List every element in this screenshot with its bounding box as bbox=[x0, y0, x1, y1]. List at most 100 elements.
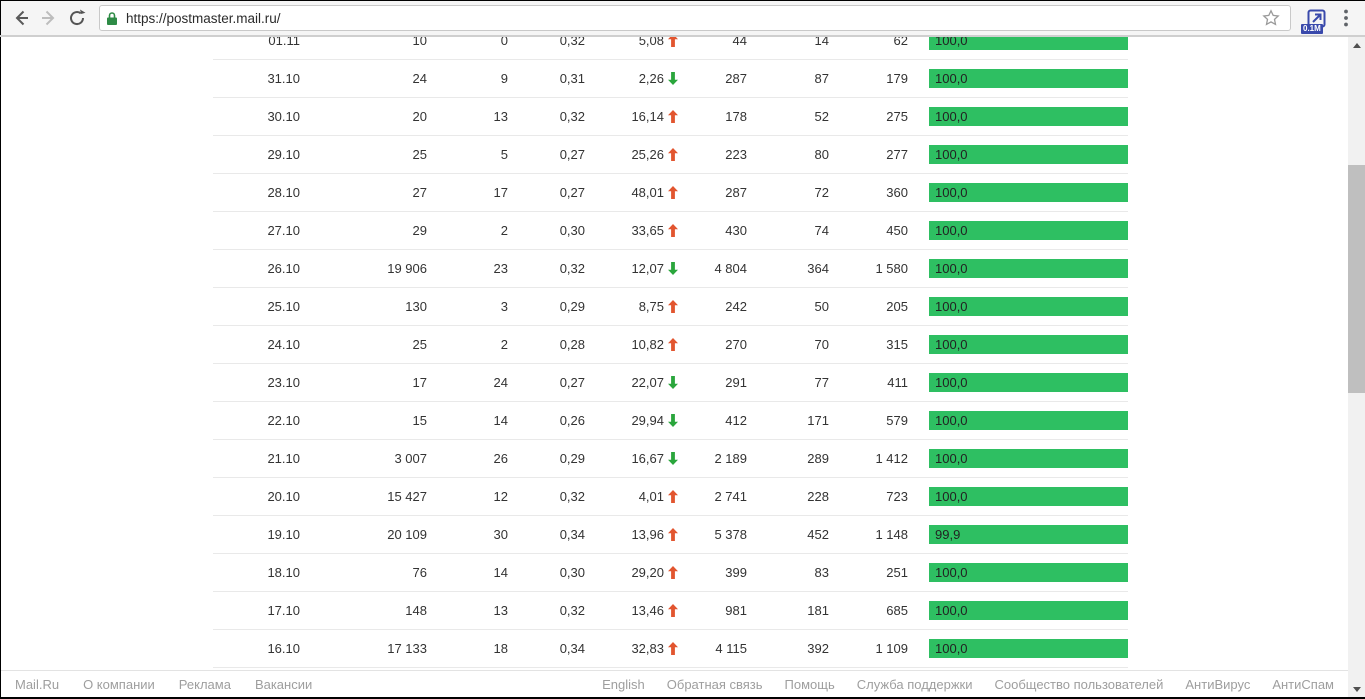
footer-link[interactable]: Mail.Ru bbox=[15, 676, 60, 692]
value-cell-3: 0,32 bbox=[559, 603, 585, 618]
date-cell: 24.10 bbox=[267, 337, 300, 352]
bar-cell: 100,0 bbox=[908, 297, 1128, 316]
footer-link[interactable]: Реклама bbox=[178, 676, 231, 692]
value-cell-6: 579 bbox=[886, 413, 908, 428]
value-cell-5: 87 bbox=[814, 71, 829, 86]
value-cell-6: 205 bbox=[886, 299, 908, 314]
value-cell-4: 287 bbox=[725, 71, 747, 86]
bar-cell: 100,0 bbox=[908, 639, 1128, 658]
scroll-down-button[interactable] bbox=[1348, 681, 1365, 697]
table-row: 22.10 15 14 0,26 29,94 412 171 579 100,0 bbox=[213, 402, 1128, 440]
percent-bar-fill: 100,0 bbox=[929, 335, 1128, 354]
value-cell-2: 30 bbox=[493, 527, 508, 542]
address-bar[interactable]: https://postmaster.mail.ru/ bbox=[99, 5, 1291, 31]
value-cell-6: 1 580 bbox=[875, 261, 908, 276]
value-cell-3: 0,34 bbox=[559, 641, 585, 656]
value-cell-4: 2 741 bbox=[714, 489, 747, 504]
trend-cell: 8,75 bbox=[585, 299, 678, 314]
trend-value: 29,20 bbox=[631, 565, 664, 580]
value-cell-1: 20 bbox=[412, 109, 427, 124]
trend-cell: 2,26 bbox=[585, 71, 678, 86]
extension-button[interactable]: 0.1M bbox=[1301, 1, 1331, 35]
date-cell: 29.10 bbox=[267, 147, 300, 162]
trend-cell: 12,07 bbox=[585, 261, 678, 276]
reload-button[interactable] bbox=[63, 4, 91, 32]
forward-button[interactable] bbox=[35, 4, 63, 32]
trend-value: 22,07 bbox=[631, 375, 664, 390]
vertical-scrollbar[interactable] bbox=[1348, 37, 1365, 697]
trend-value: 12,07 bbox=[631, 261, 664, 276]
scrollbar-thumb[interactable] bbox=[1348, 165, 1365, 393]
value-cell-2: 3 bbox=[500, 299, 508, 314]
trend-cell: 25,26 bbox=[585, 147, 678, 162]
footer-link[interactable]: Вакансии bbox=[254, 676, 313, 692]
value-cell-4: 981 bbox=[725, 603, 747, 618]
value-cell-3: 0,32 bbox=[559, 109, 585, 124]
value-cell-4: 223 bbox=[725, 147, 747, 162]
page-footer: Mail.Ru О компании Реклама Вакансии English… bbox=[1, 670, 1348, 697]
back-button[interactable] bbox=[7, 4, 35, 32]
percent-bar-fill: 100,0 bbox=[929, 259, 1128, 278]
value-cell-5: 52 bbox=[814, 109, 829, 124]
bar-cell: 100,0 bbox=[908, 183, 1128, 202]
trend-value: 32,83 bbox=[631, 641, 664, 656]
value-cell-4: 4 115 bbox=[715, 641, 747, 656]
bar-cell: 100,0 bbox=[908, 259, 1128, 278]
value-cell-2: 14 bbox=[493, 413, 508, 428]
value-cell-2: 24 bbox=[493, 375, 508, 390]
bar-cell: 100,0 bbox=[908, 563, 1128, 582]
footer-link[interactable]: Служба поддержки bbox=[856, 676, 973, 692]
percent-bar-fill: 99,9 bbox=[929, 525, 1128, 544]
value-cell-3: 0,29 bbox=[559, 451, 585, 466]
footer-link[interactable]: Обратная связь bbox=[666, 676, 763, 692]
value-cell-6: 450 bbox=[886, 223, 908, 238]
trend-up-icon bbox=[668, 490, 678, 503]
trend-value: 25,26 bbox=[631, 147, 664, 162]
value-cell-4: 270 bbox=[725, 337, 747, 352]
trend-cell: 32,83 bbox=[585, 641, 678, 656]
footer-link[interactable]: English bbox=[602, 676, 645, 692]
table-row: 26.10 19 906 23 0,32 12,07 4 804 364 1 5… bbox=[213, 250, 1128, 288]
bookmark-star-button[interactable] bbox=[1258, 9, 1284, 27]
value-cell-2: 26 bbox=[493, 451, 508, 466]
footer-link[interactable]: АнтиВирус bbox=[1185, 676, 1251, 692]
scroll-up-button[interactable] bbox=[1348, 37, 1365, 53]
trend-value: 16,14 bbox=[631, 109, 664, 124]
trend-down-icon bbox=[668, 414, 678, 427]
value-cell-3: 0,34 bbox=[559, 527, 585, 542]
footer-link[interactable]: О компании bbox=[83, 676, 155, 692]
extension-badge: 0.1M bbox=[1301, 24, 1323, 34]
value-cell-1: 15 bbox=[412, 413, 427, 428]
value-cell-4: 44 bbox=[732, 37, 747, 48]
trend-up-icon bbox=[668, 300, 678, 313]
trend-value: 13,96 bbox=[631, 527, 664, 542]
value-cell-4: 5 378 bbox=[714, 527, 747, 542]
date-cell: 28.10 bbox=[267, 185, 300, 200]
forward-icon bbox=[42, 10, 55, 26]
trend-value: 8,75 bbox=[638, 299, 664, 314]
footer-link[interactable]: АнтиСпам bbox=[1272, 676, 1334, 692]
value-cell-1: 10 bbox=[412, 37, 427, 48]
value-cell-3: 0,27 bbox=[559, 185, 585, 200]
date-cell: 21.10 bbox=[267, 451, 300, 466]
value-cell-5: 228 bbox=[807, 489, 829, 504]
date-cell: 19.10 bbox=[267, 527, 300, 542]
footer-links-left: Mail.Ru О компании Реклама Вакансии bbox=[15, 677, 336, 692]
trend-cell: 29,94 bbox=[585, 413, 678, 428]
table-row: 23.10 17 24 0,27 22,07 291 77 411 100,0 bbox=[213, 364, 1128, 402]
percent-bar: 100,0 bbox=[929, 145, 1128, 164]
trend-down-icon bbox=[668, 376, 678, 389]
chrome-menu-button[interactable] bbox=[1331, 1, 1361, 35]
percent-bar: 100,0 bbox=[929, 297, 1128, 316]
url-text[interactable]: https://postmaster.mail.ru/ bbox=[126, 10, 281, 26]
value-cell-6: 1 109 bbox=[875, 641, 908, 656]
footer-link[interactable]: Сообщество пользователей bbox=[994, 676, 1164, 692]
percent-bar-fill: 100,0 bbox=[929, 183, 1128, 202]
percent-bar-fill: 100,0 bbox=[929, 411, 1128, 430]
footer-link[interactable]: Помощь bbox=[784, 676, 835, 692]
browser-toolbar: https://postmaster.mail.ru/ 0.1M bbox=[1, 1, 1365, 35]
trend-cell: 13,96 bbox=[585, 527, 678, 542]
percent-bar: 100,0 bbox=[929, 487, 1128, 506]
value-cell-1: 29 bbox=[412, 223, 427, 238]
